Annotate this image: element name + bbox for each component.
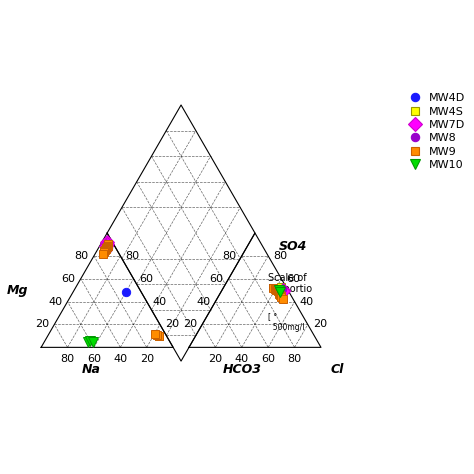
Text: 20: 20 (165, 319, 179, 329)
Text: HCO3: HCO3 (222, 363, 261, 376)
Text: SO4: SO4 (279, 240, 307, 253)
Text: 20: 20 (35, 319, 49, 329)
Text: 40: 40 (235, 354, 249, 364)
Text: 40: 40 (113, 354, 128, 364)
Text: 80: 80 (288, 354, 301, 364)
Text: 40: 40 (196, 297, 210, 307)
Text: 80: 80 (74, 251, 89, 261)
Text: 20: 20 (140, 354, 154, 364)
Text: 80: 80 (61, 354, 74, 364)
Text: 60: 60 (210, 274, 223, 284)
Text: 40: 40 (48, 297, 62, 307)
Text: 60: 60 (139, 274, 153, 284)
Text: Scale of
Proportio: Scale of Proportio (268, 273, 312, 294)
Text: 60: 60 (62, 274, 75, 284)
Text: 60: 60 (87, 354, 101, 364)
Text: 40: 40 (300, 297, 314, 307)
Legend: MW4D, MW4S, MW7D, MW8, MW9, MW10: MW4D, MW4S, MW7D, MW8, MW9, MW10 (399, 89, 470, 174)
Text: Na: Na (82, 363, 101, 376)
Text: 80: 80 (273, 251, 288, 261)
Text: 40: 40 (152, 297, 166, 307)
Text: Mg: Mg (7, 284, 28, 297)
Text: 60: 60 (287, 274, 301, 284)
Text: [ °
  500mg/l: [ ° 500mg/l (268, 312, 305, 332)
Text: 20: 20 (313, 319, 327, 329)
Text: Cl: Cl (330, 363, 344, 376)
Text: 60: 60 (261, 354, 275, 364)
Text: 80: 80 (126, 251, 140, 261)
Text: 80: 80 (222, 251, 237, 261)
Text: 20: 20 (208, 354, 222, 364)
Text: 20: 20 (183, 319, 197, 329)
